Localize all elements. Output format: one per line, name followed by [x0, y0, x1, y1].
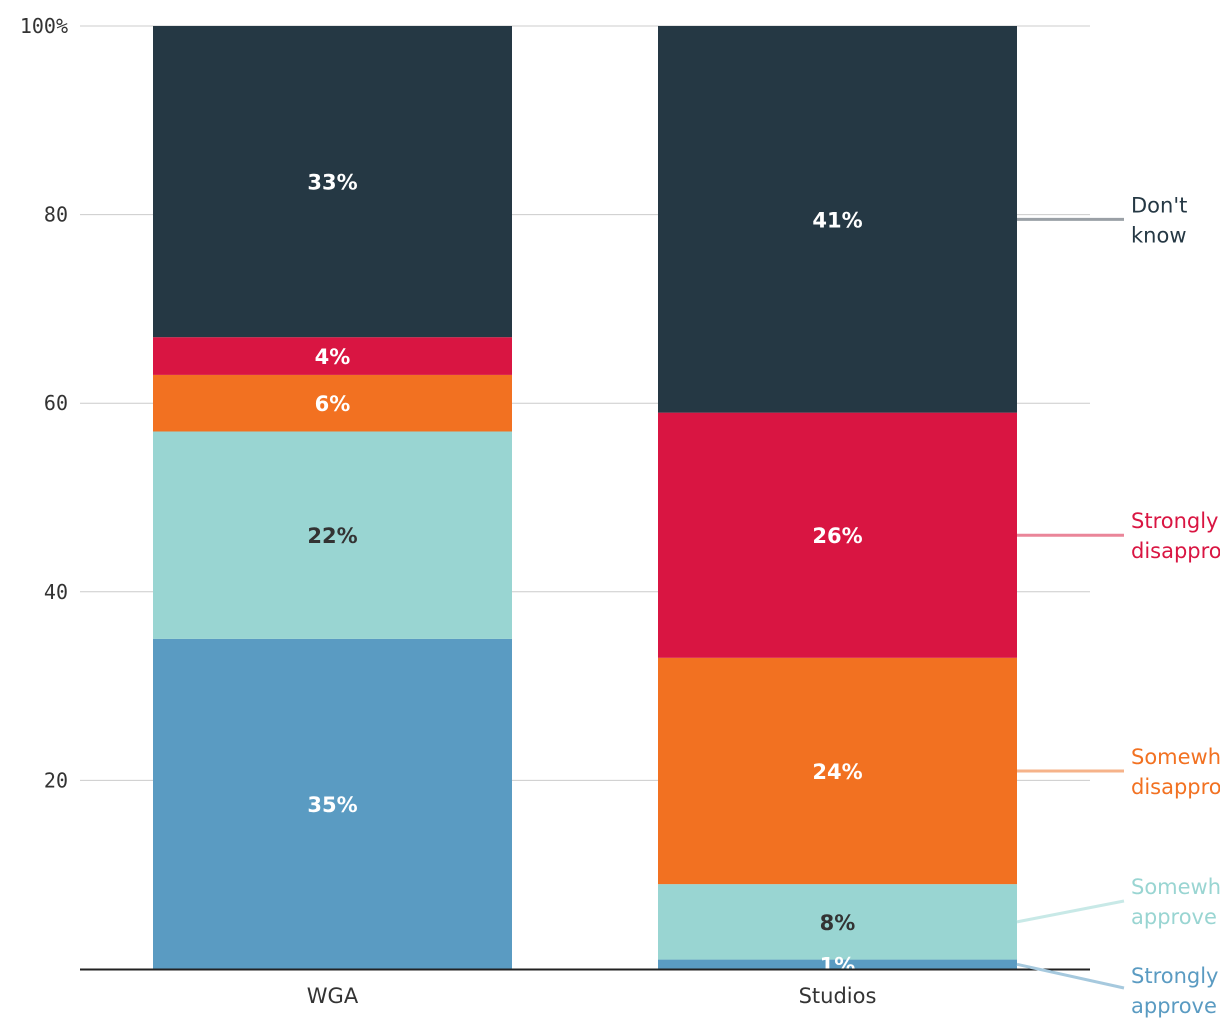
data-label-wga-strongly-disapprove: 4% [315, 345, 351, 369]
bar-segment-wga-somewhat-approve [153, 431, 512, 639]
x-category-label-wga: WGA [307, 984, 359, 1008]
y-tick-label-80: 80 [44, 203, 68, 227]
bar-segment-studios-strongly-disapprove [658, 412, 1017, 658]
legend-leader-strongly-approve [1016, 962, 1125, 990]
data-label-wga-strongly-approve: 35% [307, 793, 357, 817]
axes: 20 40 60 80 100% WGA Studios [20, 14, 1090, 1008]
data-labels: 35% 22% 6% 4% 33% 1% 8% 24% 26% 41% [307, 171, 862, 978]
bar-segment-wga-somewhat-disapprove [153, 374, 512, 432]
legend-label-somewhat-approve: Somewhatapprove [1131, 875, 1220, 929]
data-label-studios-don-t-know: 41% [812, 208, 862, 232]
data-label-studios-somewhat-approve: 8% [820, 911, 856, 935]
data-label-wga-somewhat-disapprove: 6% [315, 392, 351, 416]
y-tick-label-100: 100% [20, 14, 68, 38]
data-label-studios-somewhat-disapprove: 24% [812, 760, 862, 784]
legend-label-don-t-know: Don't know [1131, 193, 1187, 247]
bar-segment-studios-somewhat-approve [658, 884, 1017, 960]
legend-label-strongly-disapprove: Stronglydisapprove [1131, 509, 1220, 563]
y-tick-label-60: 60 [44, 391, 68, 415]
bar-segment-studios-strongly-approve [658, 959, 1017, 969]
x-category-label-studios: Studios [799, 984, 877, 1008]
bar-segment-wga-strongly-disapprove [153, 337, 512, 375]
data-label-studios-strongly-disapprove: 26% [812, 524, 862, 548]
data-label-wga-somewhat-approve: 22% [307, 524, 357, 548]
legend-label-somewhat-disapprove: Somewhatdisapprove [1131, 745, 1220, 799]
legend-label-strongly-approve: Strongly approve [1131, 964, 1219, 1018]
bar-segment-studios-somewhat-disapprove [658, 657, 1017, 885]
data-label-wga-don-t-know: 33% [307, 171, 357, 195]
bar-segment-wga-strongly-approve [153, 638, 512, 969]
y-tick-label-20: 20 [44, 768, 68, 792]
data-label-studios-strongly-approve: 1% [820, 953, 856, 977]
bars [153, 26, 1017, 969]
bar-segment-wga-don-t-know [153, 26, 512, 338]
legend-leader-somewhat-approve [1016, 899, 1125, 924]
y-tick-label-40: 40 [44, 580, 68, 604]
bar-segment-studios-don-t-know [658, 26, 1017, 413]
